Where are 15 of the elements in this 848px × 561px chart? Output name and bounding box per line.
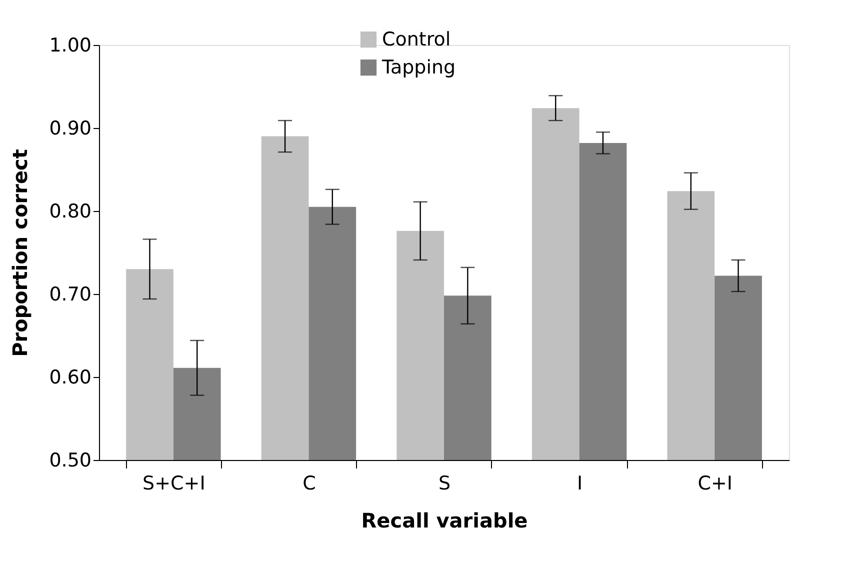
y-tick-label: 0.50 — [49, 450, 92, 472]
x-tick-label: S — [438, 472, 451, 494]
legend-label: Control — [382, 28, 451, 50]
y-tick-label: 0.70 — [49, 284, 92, 306]
y-tick-label: 0.60 — [49, 366, 92, 388]
y-tick-label: 1.00 — [49, 34, 92, 56]
x-tick-label: C+I — [698, 472, 732, 494]
x-tick-label: I — [576, 472, 583, 494]
x-tick-label: S+C+I — [142, 472, 206, 494]
legend-label: Tapping — [381, 56, 456, 78]
x-axis-title: Recall variable — [361, 508, 528, 532]
y-tick-label: 0.90 — [49, 118, 92, 140]
x-tick-label: C — [302, 472, 316, 494]
y-axis-title: Proportion correct — [8, 148, 32, 357]
y-tick-label: 0.80 — [49, 200, 92, 222]
